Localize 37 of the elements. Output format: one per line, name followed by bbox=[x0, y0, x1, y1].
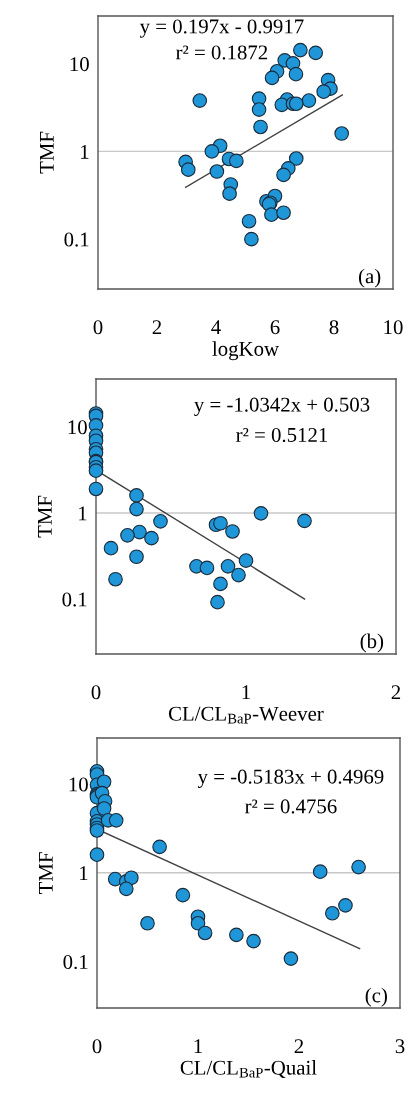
x-tick-label: 2 bbox=[294, 1039, 304, 1054]
y-axis-title: TMF bbox=[37, 495, 52, 538]
annotation: y = -1.0342x + 0.503 bbox=[194, 397, 370, 416]
annotation: (a) bbox=[358, 268, 381, 288]
x-tick-label: 4 bbox=[211, 320, 221, 335]
x-tick-label: 2 bbox=[152, 320, 162, 335]
y-tick-label: 1 bbox=[81, 144, 89, 159]
annotation: r² = 0.4756 bbox=[245, 799, 337, 814]
x-tick-label: 6 bbox=[270, 320, 280, 335]
x-tick-label: 10 bbox=[384, 320, 403, 335]
y-tick-label: 0.1 bbox=[63, 954, 88, 970]
y-tick-label: 10 bbox=[70, 57, 89, 72]
y-axis-title: TMF bbox=[38, 852, 53, 895]
x-tick-label: 0 bbox=[92, 1039, 102, 1054]
y-tick-label: 0.1 bbox=[64, 232, 89, 247]
x-axis-title: logKow bbox=[212, 341, 279, 361]
x-tick-label: 3 bbox=[395, 1039, 405, 1054]
x-axis-title: CL/CL$_{BaP}$-Quail bbox=[180, 1060, 317, 1078]
x-tick-label: 1 bbox=[194, 1039, 202, 1054]
annotation: y = 0.197x - 0.9917 bbox=[139, 19, 304, 38]
annotation: (b) bbox=[360, 633, 384, 653]
y-tick-label: 0.1 bbox=[62, 592, 87, 607]
y-tick-label: 1 bbox=[80, 866, 88, 881]
annotation: y = -0.5183x + 0.4969 bbox=[197, 769, 384, 788]
y-axis-title: TMF bbox=[39, 131, 54, 174]
y-tick-label: 10 bbox=[68, 420, 87, 435]
x-tick-label: 2 bbox=[391, 685, 401, 700]
annotation: r² = 0.1872 bbox=[176, 45, 268, 60]
x-tick-label: 0 bbox=[91, 685, 101, 700]
y-tick-label: 10 bbox=[69, 777, 88, 792]
x-tick-label: 1 bbox=[242, 685, 250, 700]
x-tick-label: 0 bbox=[93, 320, 103, 335]
y-tick-label: 1 bbox=[79, 506, 87, 521]
annotation: r² = 0.5121 bbox=[236, 427, 328, 443]
x-tick-label: 8 bbox=[329, 320, 339, 335]
x-axis-title: CL/CL$_{BaP}$-Weever bbox=[168, 706, 324, 724]
annotation: (c) bbox=[365, 987, 387, 1007]
